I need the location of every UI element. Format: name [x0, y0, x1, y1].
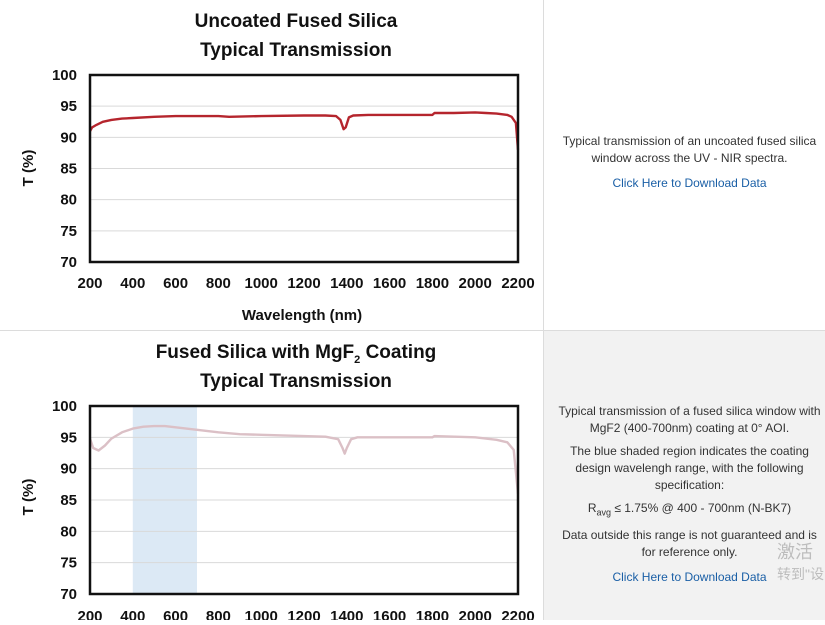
- y-axis-label: T (%): [20, 150, 37, 187]
- chart-title-line1: Fused Silica with MgF2 Coating: [156, 342, 437, 366]
- watermark-line1: 激活: [777, 542, 813, 562]
- y-tick-label: 80: [60, 523, 77, 540]
- description-cell-uncoated: Typical transmission of an uncoated fuse…: [544, 0, 825, 330]
- x-tick-label: 1800: [416, 608, 449, 620]
- spec-value: ≤ 1.75% @ 400 - 700nm (N-BK7): [611, 501, 792, 515]
- x-tick-label: 1600: [373, 275, 406, 292]
- x-tick-label: 400: [120, 275, 145, 292]
- chart-row-mgf2: Fused Silica with MgF2 Coating Typical Tr…: [0, 331, 825, 625]
- description-shaded-region: The blue shaded region indicates the coa…: [570, 444, 809, 492]
- x-tick-label: 1000: [245, 608, 278, 620]
- x-tick-label: 2000: [459, 275, 492, 292]
- x-tick-label: 600: [163, 275, 188, 292]
- y-tick-label: 80: [60, 192, 77, 209]
- description-cell-mgf2: Typical transmission of a fused silica w…: [544, 331, 825, 620]
- y-tick-label: 95: [60, 98, 77, 115]
- x-tick-label: 2000: [459, 608, 492, 620]
- x-tick-label: 1200: [287, 608, 320, 620]
- y-tick-label: 85: [60, 492, 77, 509]
- chart-title-subscript: 2: [354, 354, 360, 366]
- chart-cell-mgf2: Fused Silica with MgF2 Coating Typical Tr…: [0, 331, 544, 625]
- y-tick-label: 100: [52, 67, 77, 84]
- y-axis-label: T (%): [20, 479, 37, 516]
- x-tick-label: 2200: [501, 275, 534, 292]
- download-data-link[interactable]: Click Here to Download Data: [612, 570, 767, 585]
- activation-watermark: 激活 转到"设: [777, 541, 824, 585]
- description-text: Typical transmission of a fused silica w…: [558, 404, 821, 435]
- x-tick-label: 1000: [245, 275, 278, 292]
- description-text: Typical transmission of an uncoated fuse…: [562, 134, 817, 165]
- x-tick-label: 1600: [373, 608, 406, 620]
- x-tick-label: 1200: [287, 275, 320, 292]
- y-tick-label: 90: [60, 129, 77, 146]
- mgf2-transmission-chart: Fused Silica with MgF2 Coating Typical Tr…: [20, 342, 535, 625]
- y-tick-label: 75: [60, 555, 77, 572]
- specification: Ravg ≤ 1.75% @ 400 - 700nm (N-BK7): [554, 500, 825, 521]
- x-tick-label: 800: [206, 608, 231, 620]
- download-data-link[interactable]: Click Here to Download Data: [612, 176, 767, 190]
- chart-title-line2: Typical Transmission: [200, 371, 392, 392]
- x-tick-label: 600: [163, 608, 188, 620]
- description-uncoated: Typical transmission of an uncoated fuse…: [554, 133, 825, 192]
- y-tick-label: 70: [60, 254, 77, 271]
- y-tick-label: 75: [60, 223, 77, 240]
- chart-title-line2: Typical Transmission: [200, 40, 392, 61]
- watermark-line2: 转到"设: [777, 566, 824, 582]
- transmission-series-line: [88, 424, 520, 494]
- plot-frame: [88, 404, 520, 596]
- chart-title-text: Fused Silica with MgF: [156, 342, 354, 363]
- x-tick-label: 2200: [501, 608, 534, 620]
- y-tick-label: 95: [60, 429, 77, 446]
- uncoated-transmission-chart: Uncoated Fused Silica Typical Transmissio…: [20, 11, 535, 324]
- spec-subscript: avg: [596, 507, 611, 518]
- description-mgf2: Typical transmission of a fused silica w…: [554, 403, 825, 586]
- chart-title-suffix: Coating: [360, 342, 436, 363]
- x-tick-label: 400: [120, 608, 145, 620]
- spec-symbol: R: [587, 501, 597, 515]
- x-tick-label: 800: [206, 275, 231, 292]
- y-tick-label: 100: [52, 398, 77, 415]
- x-tick-label: 200: [77, 275, 102, 292]
- x-tick-label: 1800: [416, 275, 449, 292]
- y-tick-label: 90: [60, 461, 77, 478]
- y-tick-label: 85: [60, 161, 77, 178]
- chart-title-line1: Uncoated Fused Silica: [195, 11, 398, 32]
- reference-note: Data outside this range is not guarantee…: [562, 528, 817, 560]
- plot-frame: [88, 73, 520, 264]
- x-tick-label: 1400: [330, 275, 363, 292]
- chart-cell-uncoated: Uncoated Fused Silica Typical Transmissio…: [0, 0, 544, 330]
- y-tick-label: 70: [60, 586, 77, 603]
- x-axis-label: Wavelength (nm): [242, 307, 362, 324]
- x-tick-label: 200: [77, 608, 102, 620]
- chart-row-uncoated: Uncoated Fused Silica Typical Transmissio…: [0, 0, 825, 331]
- x-tick-label: 1400: [330, 608, 363, 620]
- transmission-series-line: [88, 111, 520, 150]
